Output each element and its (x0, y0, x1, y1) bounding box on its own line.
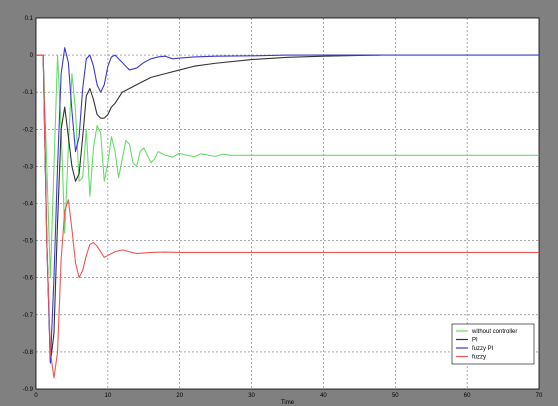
x-tick-label: 70 (536, 393, 543, 399)
y-tick-label: 0 (30, 53, 34, 59)
series-line-without-controller (36, 54, 539, 279)
y-tick-label: -0.3 (23, 164, 34, 170)
series-line-fuzzy-pi (36, 47, 539, 364)
y-tick-label: -0.2 (23, 127, 34, 133)
x-tick-label: 30 (248, 393, 255, 399)
x-tick-label: 40 (320, 393, 327, 399)
x-tick-label: 10 (105, 393, 112, 399)
legend-label: without controller (471, 329, 517, 335)
series-line-pi (36, 54, 381, 364)
series-layer (36, 47, 539, 379)
y-tick-label: 0.1 (25, 16, 34, 22)
legend: without controller PI fuzzy PI fuzzy (451, 323, 535, 365)
legend-label: fuzzy (472, 355, 486, 361)
x-tick-label: 50 (392, 393, 399, 399)
x-tick-label: 60 (464, 393, 471, 399)
legend-label: fuzzy PI (472, 346, 494, 352)
x-tick-label: 20 (176, 393, 183, 399)
y-tick-label: -0.4 (23, 202, 34, 208)
tick-labels: 0 10 20 30 40 50 60 70 0.1 0 -0.1 -0.2 -0.3 -0.4 -0.5 -… (23, 16, 543, 399)
y-tick-label: -0.9 (23, 387, 34, 393)
y-tick-label: -0.7 (23, 313, 34, 319)
series-line-fuzzy (36, 54, 539, 379)
y-tick-label: -0.5 (23, 239, 34, 245)
x-tick-label: 0 (34, 393, 38, 399)
legend-label: PI (472, 338, 478, 344)
y-tick-label: -0.6 (23, 276, 34, 282)
y-tick-label: -0.1 (23, 90, 34, 96)
x-axis-label: Time (281, 400, 295, 406)
legend-items: without controller PI fuzzy PI fuzzy (456, 329, 517, 361)
y-tick-label: -0.8 (23, 350, 34, 356)
